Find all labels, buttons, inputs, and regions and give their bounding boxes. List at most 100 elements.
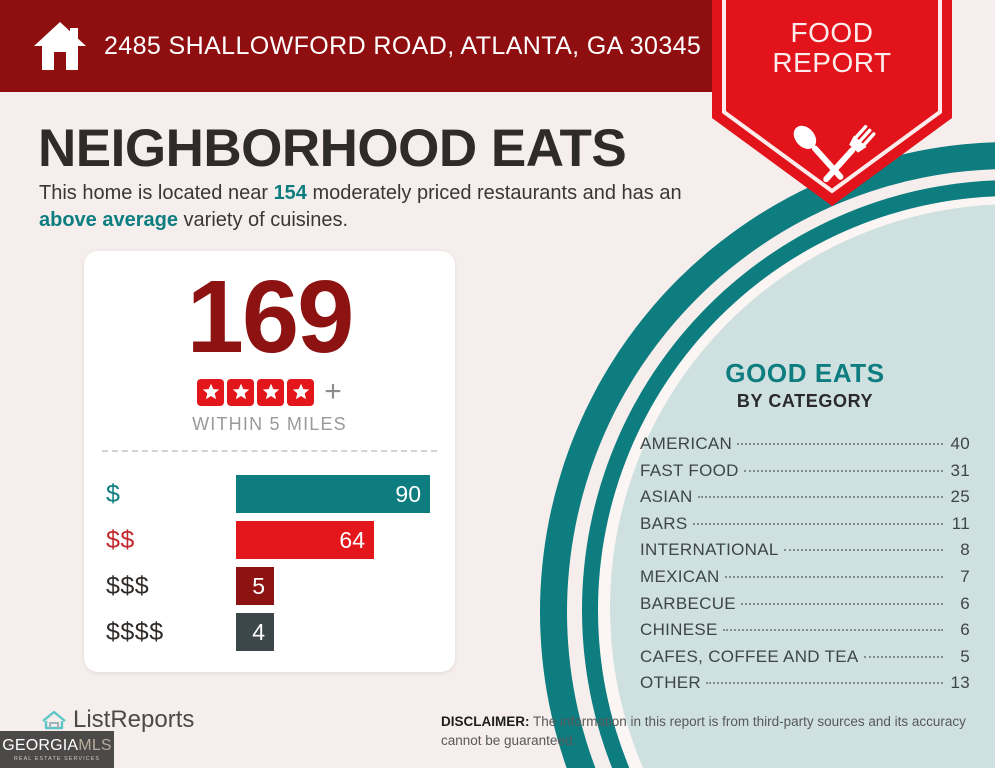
good-eats-row: INTERNATIONAL 8 (640, 540, 970, 567)
price-level-label: $ (106, 479, 121, 508)
good-eats-row: CHINESE 6 (640, 620, 970, 647)
price-level-row: $$$ 5 (84, 563, 455, 609)
subtitle-highlight-count: 154 (273, 182, 307, 204)
good-eats-row: BARBECUE 6 (640, 594, 970, 621)
good-eats-category-count: 8 (960, 540, 970, 560)
price-level-row: $$$$ 4 (84, 609, 455, 655)
good-eats-category-count: 6 (960, 620, 970, 640)
listreports-wordmark: ListReports (73, 706, 195, 733)
star-icon (287, 378, 315, 406)
price-level-label: $$$ (106, 571, 150, 600)
leader-dots (692, 522, 943, 525)
good-eats-row: MEXICAN 7 (640, 567, 970, 594)
leader-dots (697, 496, 943, 499)
star-icon (257, 378, 285, 406)
price-level-row: $90 (84, 471, 455, 517)
price-level-bar-chart: $90 $$ 64 $$$ 5 $$$$ 4 (84, 471, 455, 655)
plus-icon: + (324, 375, 342, 408)
price-level-value: 5 (252, 572, 265, 599)
good-eats-category-name: AMERICAN (640, 434, 733, 453)
leader-dots (743, 469, 943, 472)
restaurant-count: 169 (186, 259, 355, 374)
leader-dots (737, 443, 943, 445)
good-eats-category-name: ASIAN (640, 487, 693, 507)
georgia-mls-watermark: GEORGIAMLS REAL ESTATE SERVICES (0, 731, 114, 768)
good-eats-row: OTHER 13 (640, 673, 970, 700)
good-eats-category-count: 25 (950, 487, 970, 507)
watermark-secondary: MLS (78, 736, 112, 754)
watermark-wordmark: GEORGIAMLS (2, 736, 112, 754)
house-logo-icon (42, 710, 66, 730)
price-level-bar: 5 (236, 567, 274, 605)
good-eats-category-name: BARBECUE (640, 593, 736, 613)
subtitle-part-3: variety of cuisines. (177, 209, 349, 231)
badge-label: FOOD REPORT (712, 18, 952, 77)
leader-dots (863, 655, 943, 658)
restaurant-count-card: 169 + WITHIN 5 MILES $90 $$ 64 $$$ 5 $$$$ 4 (84, 251, 455, 672)
badge-line-1: FOOD (790, 17, 874, 48)
page-subtitle: This home is located near 154 moderately… (39, 180, 699, 234)
good-eats-category-name: CHINESE (640, 620, 718, 640)
good-eats-row: FAST FOOD 31 (640, 461, 970, 488)
star-rating: + (84, 377, 455, 407)
page-title: NEIGHBORHOOD EATS (38, 119, 627, 178)
price-level-bar-track: 64 (236, 521, 374, 559)
star-icon (197, 378, 225, 406)
good-eats-category-count: 11 (951, 513, 970, 533)
price-level-label: $$$$ (106, 617, 164, 646)
price-level-bar: 90 (236, 475, 430, 513)
good-eats-row: ASIAN 25 (640, 487, 970, 514)
good-eats-row: BARS 11 (640, 514, 970, 541)
good-eats-category-count: 6 (960, 593, 970, 613)
star-icon (227, 378, 255, 406)
good-eats-category-count: 7 (960, 566, 970, 586)
good-eats-category-name: BARS (640, 513, 688, 533)
leader-dots (783, 549, 943, 552)
price-level-value: 90 (395, 480, 421, 507)
subtitle-part-2: moderately priced restaurants and has an (306, 182, 682, 204)
good-eats-panel: GOOD EATS BY CATEGORY AMERICAN 40 FAST FOO… (640, 358, 970, 700)
good-eats-category-name: INTERNATIONAL (640, 540, 779, 560)
subtitle-highlight-variety: above average (39, 209, 178, 231)
card-divider (102, 450, 437, 452)
good-eats-category-count: 13 (950, 673, 970, 693)
property-address: 2485 SHALLOWFORD ROAD, ATLANTA, GA 30345 (104, 31, 702, 60)
good-eats-row: AMERICAN 40 (640, 434, 970, 461)
good-eats-category-name: MEXICAN (640, 566, 720, 586)
price-level-row: $$ 64 (84, 517, 455, 563)
good-eats-category-count: 40 (950, 434, 970, 453)
good-eats-category-name: FAST FOOD (640, 460, 739, 480)
good-eats-category-name: OTHER (640, 673, 701, 693)
good-eats-category-count: 31 (950, 460, 970, 480)
disclaimer-label: DISCLAIMER: (441, 714, 530, 729)
price-level-bar-track: 5 (236, 567, 274, 605)
good-eats-category-count: 5 (960, 646, 970, 666)
home-icon (34, 22, 86, 70)
radius-label: WITHIN 5 MILES (192, 414, 347, 434)
price-level-label: $$ (106, 525, 135, 554)
price-level-value: 4 (252, 618, 265, 645)
disclaimer: DISCLAIMER: The information in this repo… (441, 713, 975, 751)
food-report-badge: FOOD REPORT (712, 0, 952, 206)
good-eats-subtitle: BY CATEGORY (736, 391, 874, 411)
good-eats-row: CAFES, COFFEE AND TEA 5 (640, 647, 970, 674)
leader-dots (706, 682, 943, 685)
price-level-bar: 64 (236, 521, 374, 559)
good-eats-title: GOOD EATS (725, 358, 885, 388)
price-level-value: 64 (339, 526, 365, 553)
badge-line-2: REPORT (772, 46, 892, 78)
leader-dots (724, 575, 943, 578)
watermark-tagline: REAL ESTATE SERVICES (13, 755, 101, 762)
leader-dots (722, 629, 943, 632)
listreports-logo: ListReports (40, 706, 194, 734)
price-level-bar-track: 4 (236, 613, 274, 651)
good-eats-category-list: AMERICAN 40 FAST FOOD 31 ASIAN 25 BARS 11 INTERN… (640, 434, 970, 700)
leader-dots (740, 602, 943, 605)
good-eats-category-name: CAFES, COFFEE AND TEA (640, 646, 859, 666)
price-level-bar: 4 (236, 613, 274, 651)
header-bar: 2485 SHALLOWFORD ROAD, ATLANTA, GA 30345 (0, 0, 720, 92)
watermark-primary: GEORGIA (2, 736, 79, 754)
subtitle-part-1: This home is located near (39, 182, 274, 204)
price-level-bar-track: 90 (236, 475, 430, 513)
